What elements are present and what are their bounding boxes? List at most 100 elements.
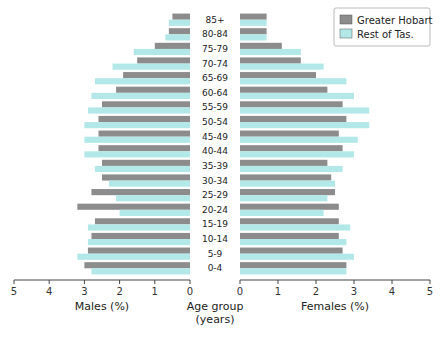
- bar: [134, 49, 190, 55]
- bar: [165, 34, 190, 40]
- category-label: 5-9: [208, 249, 223, 259]
- tick-label: 3: [351, 286, 357, 297]
- category-label: 45-49: [202, 132, 228, 142]
- bar: [84, 137, 190, 143]
- category-label: 35-39: [202, 161, 228, 171]
- bar: [240, 20, 267, 26]
- bar: [88, 107, 190, 113]
- bar: [77, 204, 190, 210]
- bar: [240, 233, 339, 239]
- chart: 012345Males (%)0-45-910-1415-1920-2425-2…: [0, 0, 443, 337]
- tick-label: 4: [46, 286, 52, 297]
- bar: [88, 224, 190, 230]
- bar: [240, 160, 327, 166]
- bar: [84, 151, 190, 157]
- bars: [77, 14, 190, 275]
- bar: [91, 189, 190, 195]
- bar: [95, 166, 190, 172]
- bar: [240, 64, 324, 70]
- bar: [240, 239, 346, 245]
- bar: [120, 210, 190, 216]
- tick: [84, 280, 85, 284]
- tick-label: 0: [187, 286, 193, 297]
- bar: [98, 116, 190, 122]
- bar: [240, 174, 331, 180]
- bar: [240, 131, 339, 137]
- bar: [169, 28, 190, 34]
- bar: [240, 93, 354, 99]
- category-label: 50-54: [202, 117, 228, 127]
- bar: [240, 107, 369, 113]
- tick-label: 1: [275, 286, 281, 297]
- category-label: 85+: [206, 15, 225, 25]
- bar: [240, 34, 267, 40]
- bar: [240, 145, 343, 151]
- tick: [316, 280, 317, 284]
- category-label: 0-4: [208, 263, 223, 273]
- bar: [77, 254, 190, 260]
- axis-label: Age group(years): [187, 300, 244, 326]
- tick: [14, 280, 15, 284]
- tick-label: 2: [313, 286, 319, 297]
- tick-label: 3: [81, 286, 87, 297]
- bar: [88, 248, 190, 254]
- bar: [155, 43, 190, 49]
- category-label: 40-44: [202, 146, 228, 156]
- category-label: 65-69: [202, 73, 228, 83]
- tick: [354, 280, 355, 284]
- bar: [240, 101, 343, 107]
- legend-label: Rest of Tas.: [357, 29, 414, 40]
- legend-swatch: [340, 29, 352, 38]
- x-axis: [14, 280, 190, 281]
- bar: [240, 166, 343, 172]
- category-label: 80-84: [202, 29, 228, 39]
- category-label: 15-19: [202, 219, 228, 229]
- bar: [95, 218, 190, 224]
- bar: [240, 204, 339, 210]
- bar: [240, 210, 324, 216]
- bar: [240, 14, 267, 20]
- bar: [98, 131, 190, 137]
- tick: [430, 280, 431, 284]
- category-label: 30-34: [202, 176, 228, 186]
- bar: [91, 233, 190, 239]
- category-label: 55-59: [202, 102, 228, 112]
- axis-label: Males (%): [75, 300, 129, 313]
- bar: [91, 93, 190, 99]
- bar: [102, 174, 190, 180]
- tick: [240, 280, 241, 284]
- bar: [240, 137, 358, 143]
- bar: [95, 78, 190, 84]
- tick-label: 0: [237, 286, 243, 297]
- tick-label: 1: [152, 286, 158, 297]
- tick-label: 4: [389, 286, 395, 297]
- tick: [278, 280, 279, 284]
- category-label: 70-74: [202, 59, 228, 69]
- category-label: 75-79: [202, 44, 228, 54]
- bar: [137, 57, 190, 63]
- bar: [116, 195, 190, 201]
- bar: [88, 239, 190, 245]
- bar: [240, 43, 282, 49]
- tick: [392, 280, 393, 284]
- axis-label: Females (%): [301, 300, 369, 313]
- bar: [240, 181, 335, 187]
- bar: [240, 87, 327, 93]
- bar: [240, 195, 327, 201]
- bar: [102, 160, 190, 166]
- bar: [240, 248, 343, 254]
- bar: [113, 64, 190, 70]
- legend-label: Greater Hobart: [357, 15, 433, 26]
- category-label: 60-64: [202, 88, 228, 98]
- legend: Greater Hobart Rest of Tas.: [334, 8, 433, 46]
- bar: [240, 262, 346, 268]
- category-label: 25-29: [202, 190, 228, 200]
- bar: [240, 49, 301, 55]
- category-label: 20-24: [202, 205, 228, 215]
- bar: [240, 268, 346, 274]
- bar: [169, 20, 190, 26]
- bar: [98, 145, 190, 151]
- bar: [240, 72, 316, 78]
- bar: [84, 262, 190, 268]
- tick: [119, 280, 120, 284]
